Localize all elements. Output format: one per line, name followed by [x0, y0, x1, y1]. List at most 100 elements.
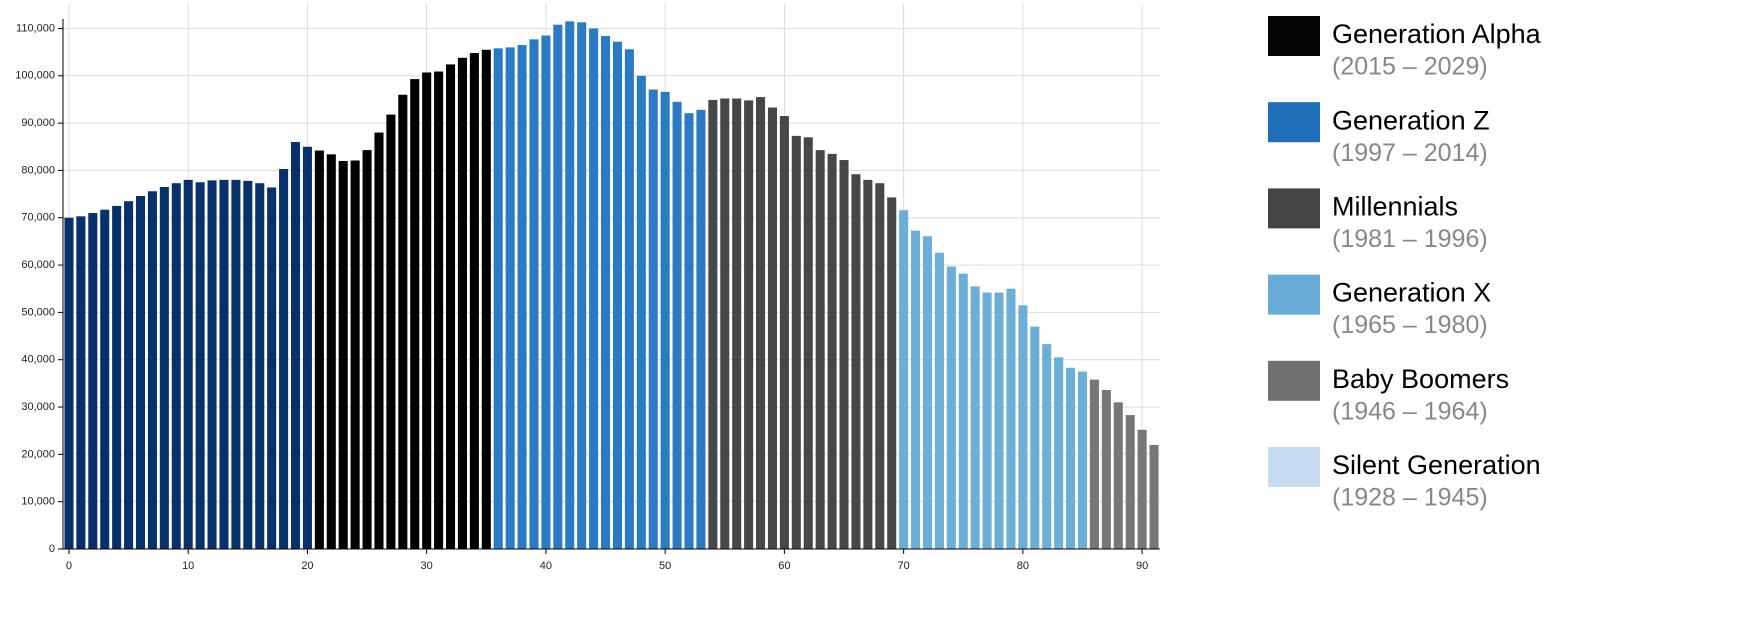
bar	[457, 57, 467, 550]
x-tick-label: 70	[898, 560, 910, 572]
bar	[231, 179, 241, 549]
bar	[1006, 288, 1016, 549]
bar	[1125, 415, 1135, 549]
x-tick-label: 80	[1017, 560, 1029, 572]
bar	[255, 183, 265, 549]
bar	[708, 99, 718, 549]
legend-swatch	[1268, 102, 1320, 143]
bar	[553, 24, 563, 549]
legend-swatch	[1268, 188, 1320, 229]
y-tick-label: 60,000	[21, 259, 55, 271]
legend-years: (1965 – 1980)	[1332, 311, 1488, 339]
legend-swatch	[1268, 447, 1320, 487]
bar	[529, 39, 539, 550]
bar	[744, 100, 754, 550]
bar	[827, 153, 837, 549]
x-tick-label: 50	[659, 560, 671, 572]
bar	[1113, 402, 1123, 549]
bar	[64, 217, 74, 549]
legend-years: (1981 – 1996)	[1332, 225, 1488, 253]
legend-name: Generation Z	[1332, 105, 1490, 135]
bar	[88, 213, 98, 549]
bar	[279, 169, 289, 550]
bar	[565, 21, 575, 549]
bar	[648, 89, 658, 550]
y-tick-label: 0	[49, 543, 55, 555]
bar	[422, 72, 432, 550]
bar	[112, 205, 122, 549]
bar	[911, 230, 921, 549]
y-tick-label: 110,000	[16, 22, 55, 34]
bar	[386, 114, 396, 549]
bar	[1042, 344, 1052, 549]
legend-name: Millennials	[1332, 192, 1458, 222]
bar	[1066, 367, 1076, 549]
bar	[445, 64, 456, 549]
bar	[1149, 444, 1159, 549]
bar	[732, 98, 742, 549]
bar	[183, 179, 193, 549]
legend-swatch	[1268, 360, 1320, 401]
bar	[481, 49, 491, 549]
bar	[267, 187, 277, 549]
bar	[326, 154, 336, 549]
bar	[970, 286, 980, 549]
bar	[171, 183, 181, 549]
bar	[76, 216, 86, 549]
y-tick-label: 80,000	[21, 164, 55, 176]
bar	[493, 48, 503, 549]
bar	[660, 91, 670, 549]
bar	[1054, 357, 1064, 549]
bar	[863, 179, 873, 549]
legend-name: Generation X	[1332, 278, 1491, 308]
y-tick-label: 50,000	[21, 306, 55, 318]
bar	[636, 75, 646, 550]
bar	[362, 150, 372, 549]
bar	[100, 209, 110, 549]
x-tick-label: 10	[182, 560, 194, 572]
bar	[589, 28, 599, 549]
legend-name: Silent Generation	[1332, 450, 1541, 480]
bar	[1137, 429, 1147, 549]
x-tick-label: 60	[778, 560, 790, 572]
bar	[350, 160, 360, 549]
bar	[135, 195, 146, 549]
bar	[410, 79, 420, 550]
bar	[302, 146, 312, 549]
y-tick-label: 10,000	[21, 496, 55, 508]
legend-name: Generation Alpha	[1332, 19, 1542, 49]
bar	[195, 182, 205, 550]
bar	[290, 142, 301, 550]
bar	[1077, 371, 1088, 549]
bar	[672, 101, 682, 549]
x-tick-label: 0	[66, 560, 72, 572]
legend-years: (1928 – 1945)	[1332, 484, 1488, 512]
bar	[696, 109, 706, 549]
bar	[767, 107, 778, 549]
bar	[934, 252, 944, 549]
bar	[779, 116, 789, 550]
x-tick-label: 30	[421, 560, 433, 572]
bar	[851, 174, 861, 549]
bar	[946, 266, 956, 549]
bar	[803, 137, 813, 549]
legend-swatch	[1268, 16, 1320, 56]
bar	[839, 160, 849, 549]
bar	[982, 292, 992, 549]
bar	[147, 191, 157, 549]
bar	[398, 94, 408, 549]
bar	[469, 53, 479, 549]
bar	[791, 135, 801, 550]
bar	[899, 210, 909, 549]
bar	[159, 186, 169, 549]
bar	[219, 179, 229, 549]
bar	[517, 45, 527, 549]
y-tick-label: 20,000	[21, 448, 55, 460]
legend-swatch	[1268, 274, 1320, 315]
y-tick-label: 40,000	[21, 354, 55, 366]
bar	[624, 49, 634, 550]
y-tick-label: 100,000	[15, 70, 55, 82]
bar	[374, 132, 384, 550]
bar	[720, 98, 730, 549]
